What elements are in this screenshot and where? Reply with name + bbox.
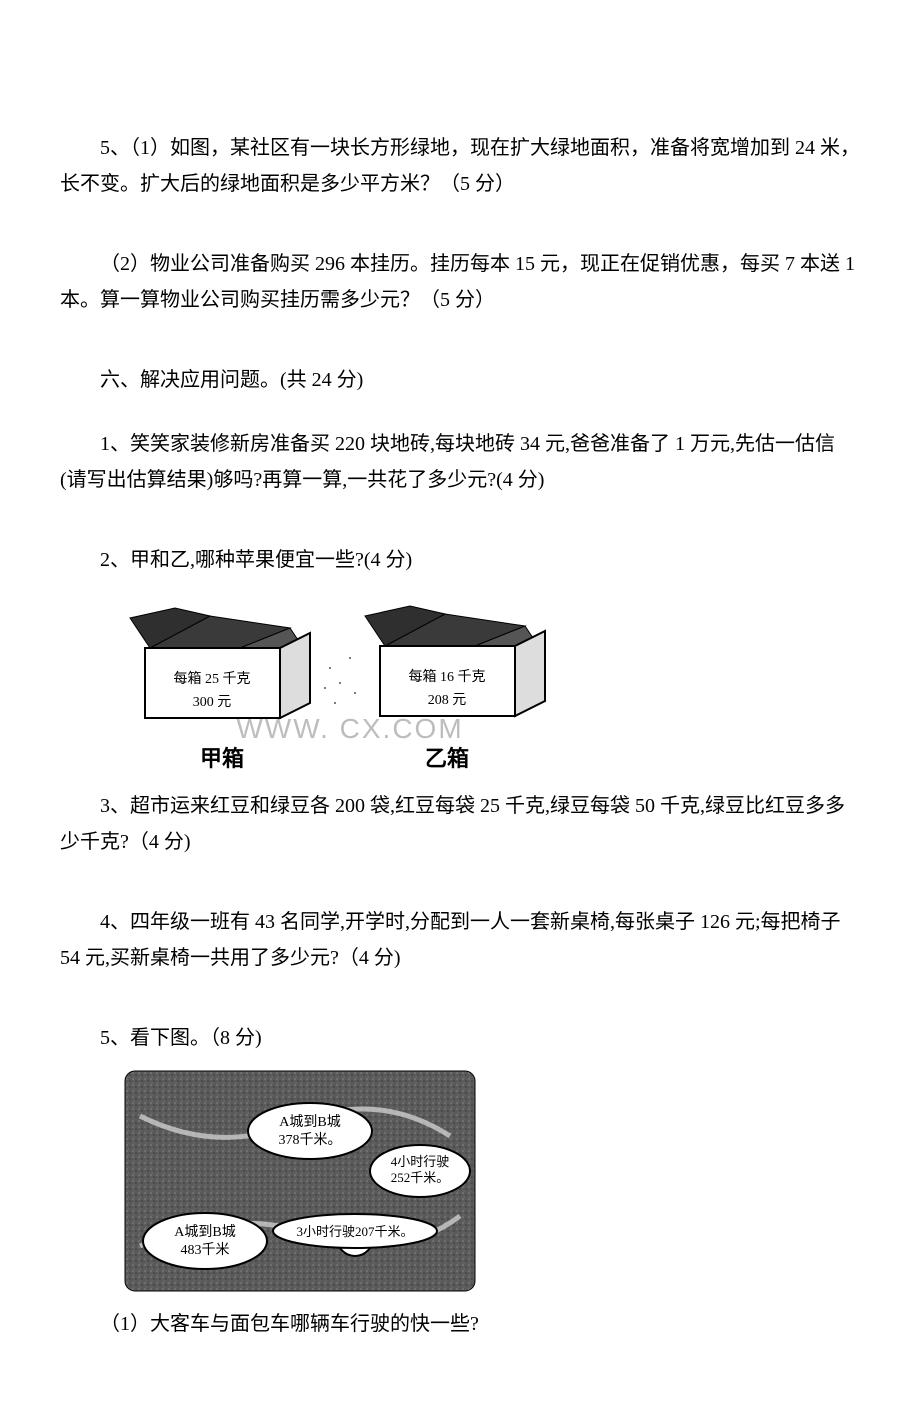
watermark-text: WWW. CX.COM [236,713,463,744]
jia-label: 甲箱 [200,746,244,771]
question-5-1: 5、（1）如图，某社区有一块长方形绿地，现在扩大绿地面积，准备将宽增加到 24 … [60,130,860,202]
ab2-line1: A城到B城 [174,1224,235,1240]
bubble-ab1 [248,1103,372,1159]
yi-price-text: 208 元 [428,693,467,708]
yi-weight-text: 每箱 16 千克 [409,669,486,685]
section-6-q5: 5、看下图。（8 分) [60,1020,860,1056]
section-6-q4: 4、四年级一班有 43 名同学,开学时,分配到一人一套新桌椅,每张桌子 126 … [60,904,860,976]
section-6-q5-1: （1）大客车与面包车哪辆车行驶的快一些? [60,1306,860,1342]
question-5-2: （2）物业公司准备购买 296 本挂历。挂历每本 15 元，现正在促销优惠，每买… [60,246,860,318]
scatter-dots [324,657,356,704]
map-figure: A城到B城 378千米。 4小时行驶 252千米。 A城到B城 483千米 3小… [60,1066,860,1296]
section-6-q2: 2、甲和乙,哪种苹果便宜一些?(4 分) [60,542,860,578]
box-yi: 每箱 16 千克 208 元 [365,606,545,716]
bubble1-l1: 4小时行驶 [391,1154,450,1169]
ab1-line1: A城到B城 [279,1114,340,1130]
section-6-title: 六、解决应用问题。(共 24 分) [60,362,860,398]
bubble2-text: 3小时行驶207千米。 [296,1224,413,1239]
ab1-line2: 378千米。 [279,1132,342,1148]
ab2-line2: 483千米 [181,1242,230,1258]
jia-weight-text: 每箱 25 千克 [174,671,251,687]
yi-label: 乙箱 [425,746,469,771]
bubble1-l2: 252千米。 [391,1170,450,1185]
box-jia: 每箱 25 千克 300 元 [130,608,310,718]
section-6-q3: 3、超市运来红豆和绿豆各 200 袋,红豆每袋 25 千克,绿豆每袋 50 千克… [60,788,860,860]
section-6-q1: 1、笑笑家装修新房准备买 220 块地砖,每块地砖 34 元,爸爸准备了 1 万… [60,426,860,498]
jia-price-text: 300 元 [193,695,232,710]
bubble-ab2 [143,1213,267,1269]
boxes-figure: 每箱 25 千克 300 元 每箱 16 千克 208 元 WWW. CX.CO… [60,588,860,778]
